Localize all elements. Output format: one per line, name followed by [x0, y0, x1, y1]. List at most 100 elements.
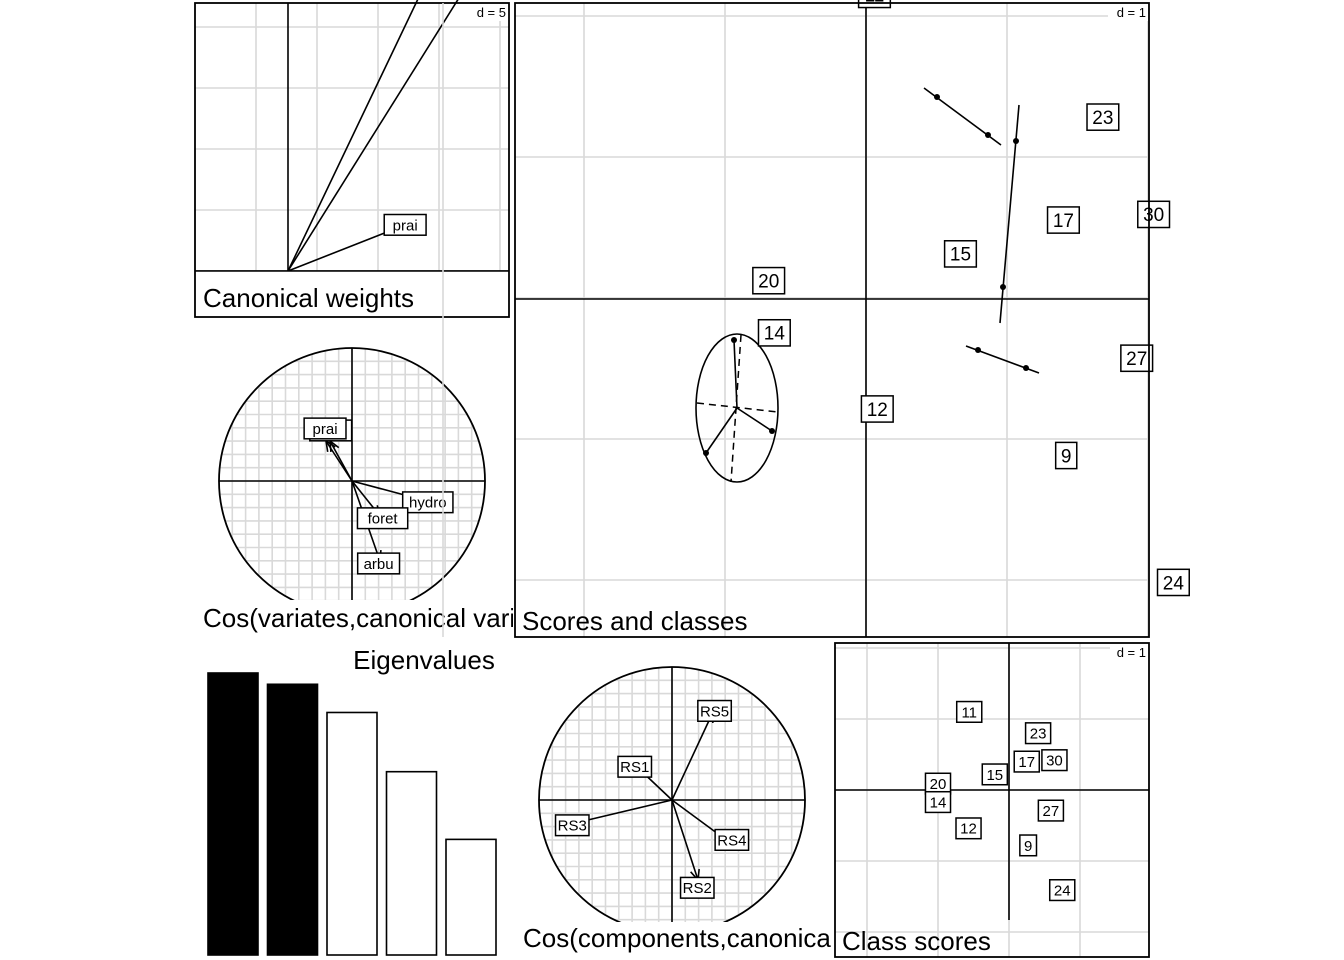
- class-12-star-line-0: [733, 339, 738, 409]
- cos-component-label-RS4: RS4: [714, 828, 750, 851]
- class-30-segment: [999, 104, 1020, 324]
- cos-component-label-RS2-box: [679, 876, 715, 899]
- canonical-weight-arrow-foret: [287, 0, 459, 272]
- class-12-star-point-1: [703, 450, 709, 456]
- eigenvalue-bar-4: [385, 770, 438, 956]
- cos-variate-label-hydro-2-box: [401, 491, 454, 514]
- class-scores-label-27: 27: [1037, 799, 1065, 822]
- scores-label-20-text: 20: [758, 272, 779, 293]
- class-scores-label-30-text: 30: [1046, 753, 1063, 770]
- scores-label-23-box: [1086, 103, 1120, 131]
- eigenvalue-bar-5: [445, 838, 497, 956]
- canonical-weight-arrow-prai-shaft: [287, 225, 402, 272]
- canonical-weights-scale: d = 5: [477, 5, 506, 20]
- class-scores-label-23-box: [1024, 722, 1052, 745]
- class-scores-label-12: 12: [955, 817, 982, 840]
- class-scores-label-17-text: 17: [1018, 754, 1035, 771]
- cos-component-label-RS5: RS5: [697, 699, 733, 722]
- cos-component-label-RS3-box: [554, 814, 590, 837]
- class-scores-label-15: 15: [981, 763, 1009, 786]
- cos-variate-label-prai-1-text: prai: [313, 421, 338, 438]
- cos-component-label-RS1-text: RS1: [620, 759, 649, 776]
- class-27-point-b: [1023, 365, 1029, 371]
- cos-variates-title: Cos(variates,canonical variates): [203, 603, 573, 633]
- cos-variate-label-prai-1: prai: [303, 417, 347, 440]
- cos-component-label-RS5-box: [697, 699, 733, 722]
- scores-label-9-box: [1054, 441, 1078, 470]
- scores-label-15-box: [943, 240, 978, 268]
- class-scores-label-23-text: 23: [1030, 726, 1047, 743]
- class-scores-label-9-box: [1019, 834, 1038, 857]
- cos-component-label-RS2: RS2: [679, 876, 715, 899]
- scores-label-30-box: [1137, 200, 1171, 229]
- eigenvalues-panel: Eigenvalues: [207, 645, 497, 956]
- class-12-star-line-1: [705, 407, 738, 454]
- cos-components-title: Cos(components,canonical variates): [523, 923, 944, 953]
- cos-component-label-RS4-box: [714, 828, 750, 851]
- cos-variate-label-hydro-2: hydro: [401, 491, 454, 514]
- class-23-segment: [923, 87, 1002, 146]
- cos-variate-label-foret-3-text: foret: [368, 511, 399, 528]
- cos-component-arrow-RS5-shaft: [671, 711, 714, 801]
- scores-label-17-box: [1046, 206, 1081, 234]
- canonical-weights-title: Canonical weights: [203, 283, 414, 313]
- class-scores-label-27-text: 27: [1043, 803, 1060, 820]
- scores-frame: [514, 2, 1150, 638]
- canonical-weights-scale-bg: [470, 4, 508, 21]
- class-30-point-b: [1000, 284, 1006, 290]
- cos-variate-label-hydro-2-text: hydro: [409, 495, 447, 512]
- cos-component-label-RS1: RS1: [617, 755, 653, 778]
- class-scores-label-12-text: 12: [960, 821, 977, 838]
- scores-label-15: 15: [943, 240, 978, 268]
- class-scores-label-14: 14: [924, 790, 952, 814]
- class-12-star-line-2: [736, 407, 773, 432]
- class-12-star-point-0: [731, 337, 737, 343]
- class-30-segment-line: [999, 104, 1020, 324]
- cos-component-label-RS2-text: RS2: [683, 880, 712, 897]
- cos-variates-title-band: [195, 600, 513, 638]
- cos-variate-label-prai-1-box: [303, 417, 347, 440]
- scores-scale-bg: [1108, 4, 1148, 21]
- class-scores-label-15-box: [981, 763, 1009, 786]
- class-scores-label-9: 9: [1019, 834, 1038, 857]
- scores-title: Scores and classes: [522, 606, 747, 636]
- eigenvalues-title: Eigenvalues: [353, 645, 495, 675]
- scores-label-17: 17: [1046, 206, 1081, 234]
- scores-label-20-box: [752, 266, 786, 295]
- class-12-star-point-2: [769, 428, 775, 434]
- cos-variate-label-foret-3: foret: [356, 507, 409, 530]
- class-scores-label-14-text: 14: [930, 794, 947, 811]
- cos-variate-label-arbu-4-box: [356, 552, 401, 575]
- scores-label-12-box: [860, 395, 894, 423]
- class-scores-grid: [835, 643, 1149, 957]
- scores-label-9-text: 9: [1061, 446, 1072, 467]
- canonical-weight-arrow-agri-shaft: [287, 0, 419, 272]
- scores-label-30-text: 30: [1143, 205, 1164, 226]
- cos-variate-label-arbu-4-text: arbu: [364, 556, 394, 573]
- class-scores-title: Class scores: [842, 926, 991, 956]
- class-scores-label-17-box: [1013, 750, 1041, 773]
- cos-components-panel: RS5 RS1 RS3 RS4 RS2 Cos(components,canonical …: [515, 666, 944, 960]
- scores-label-9: 9: [1054, 441, 1078, 470]
- cos-variate-label-arbu-4: arbu: [356, 552, 401, 575]
- class-scores-label-14-box: [924, 790, 952, 814]
- class-scores-label-11-box: [955, 700, 983, 723]
- class-scores-label-15-text: 15: [986, 767, 1003, 784]
- scores-scale: d = 1: [1117, 5, 1146, 20]
- class-scores-label-23: 23: [1024, 722, 1052, 745]
- canonical-weight-label-prai-text: prai: [393, 217, 418, 234]
- scores-label-12: 12: [860, 395, 894, 423]
- class-scores-label-20: 20: [924, 772, 952, 795]
- scores-label-30: 30: [1137, 200, 1171, 229]
- class-30-point-a: [1013, 138, 1019, 144]
- scores-label-27-text: 27: [1126, 349, 1147, 370]
- scores-label-27: 27: [1120, 344, 1154, 373]
- scores-label-14: 14: [757, 318, 791, 347]
- class-23-point-b: [985, 132, 991, 138]
- cos-variates-panel: praipraihydroforetarbuCos(variates,canon…: [195, 347, 573, 638]
- class-scores-frame: [834, 642, 1150, 958]
- class-27-segment: [965, 345, 1040, 374]
- canonical-weight-label-prai: prai: [383, 213, 427, 236]
